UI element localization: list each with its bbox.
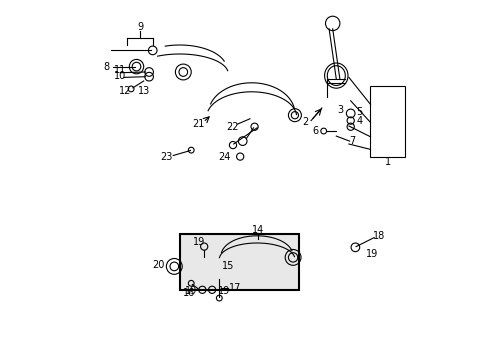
Text: 18: 18 [373, 231, 385, 241]
Text: 10: 10 [114, 71, 126, 81]
Bar [370, 86, 404, 157]
Text: 21: 21 [192, 119, 204, 129]
Text: 7: 7 [348, 136, 355, 146]
Text: 11: 11 [114, 65, 126, 75]
Text: 4: 4 [355, 116, 362, 126]
Text: 2: 2 [301, 117, 307, 127]
Text: 12: 12 [119, 86, 131, 96]
Text: 19: 19 [366, 249, 378, 259]
Text: 16: 16 [182, 288, 194, 298]
Text: 3: 3 [337, 105, 343, 115]
Text: 9: 9 [137, 22, 143, 32]
Text: 19: 19 [185, 286, 197, 296]
Text: 5: 5 [355, 107, 362, 117]
Bar [179, 234, 298, 290]
Text: 24: 24 [217, 152, 230, 162]
Text: 19: 19 [217, 286, 229, 296]
Text: 14: 14 [251, 225, 264, 235]
Text: 20: 20 [152, 260, 164, 270]
Text: 22: 22 [226, 122, 239, 132]
Text: 23: 23 [160, 152, 172, 162]
Text: 17: 17 [229, 283, 241, 293]
Text: 15: 15 [222, 261, 234, 271]
Text: 8: 8 [103, 62, 109, 72]
Text: 1: 1 [384, 157, 390, 167]
Text: 6: 6 [311, 126, 318, 136]
Text: 19: 19 [193, 237, 205, 247]
Text: 13: 13 [138, 86, 150, 96]
